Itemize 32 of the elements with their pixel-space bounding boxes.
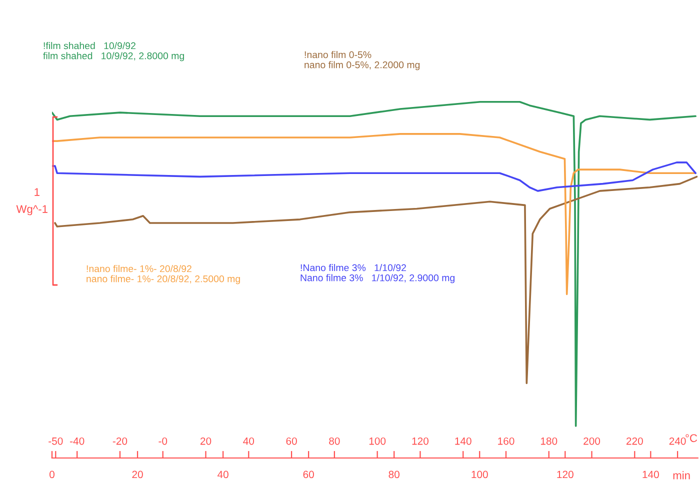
x2-tick-label: 100 xyxy=(369,437,386,445)
x2-tick-label: 120 xyxy=(412,437,428,445)
x2-tick-label: 80 xyxy=(329,437,340,445)
x-tick-label: 40 xyxy=(217,470,228,478)
x2-tick-label: 40 xyxy=(243,437,254,445)
text: 1 xyxy=(34,188,40,196)
text: !nano filme- 1%- 20/8/92 nano filme- 1%- 20/8/92, 2.5000 mg xyxy=(86,265,240,284)
x2-tick-label: -20 xyxy=(112,437,128,445)
x-tick-label: 100 xyxy=(472,470,488,478)
x-tick-label: 140 xyxy=(642,470,659,478)
x2-tick-label: -0 xyxy=(158,437,168,445)
x-tick-label: 80 xyxy=(388,470,400,478)
text: !film shahed 10/9/92 film shahed 10/9/92, 2.8000 mg xyxy=(43,42,184,62)
text: !Nano filme 3% 1/10/92 Nano filme 3% 1/10/92, 2.9000 mg xyxy=(300,264,454,284)
x2-tick-label: 220 xyxy=(626,437,643,445)
x2-tick-label: -40 xyxy=(70,437,84,445)
x2-tick-label: 200 xyxy=(584,437,600,445)
text: !nano film 0-5% nano film 0-5%, 2.2000 mg xyxy=(304,51,420,70)
x2-tick-label: 180 xyxy=(540,437,558,445)
x2-tick-label: 160 xyxy=(498,437,514,445)
x2-tick-label: -50 xyxy=(48,437,63,445)
x2-tick-label: 20 xyxy=(200,437,212,445)
x-tick-label: 0 xyxy=(50,470,54,478)
text: Wg^-1 xyxy=(16,205,48,216)
x2-tick-label: 60 xyxy=(286,437,297,445)
x-tick-label: 60 xyxy=(303,470,314,478)
x-tick-label: 120 xyxy=(557,470,574,478)
x2-tick-label: 140 xyxy=(455,437,472,445)
x-axis-title: min xyxy=(673,471,690,480)
x2-tick-label: 240 xyxy=(669,437,686,445)
x2-axis-title: °C xyxy=(686,434,698,442)
x-tick-label: 20 xyxy=(132,470,143,478)
